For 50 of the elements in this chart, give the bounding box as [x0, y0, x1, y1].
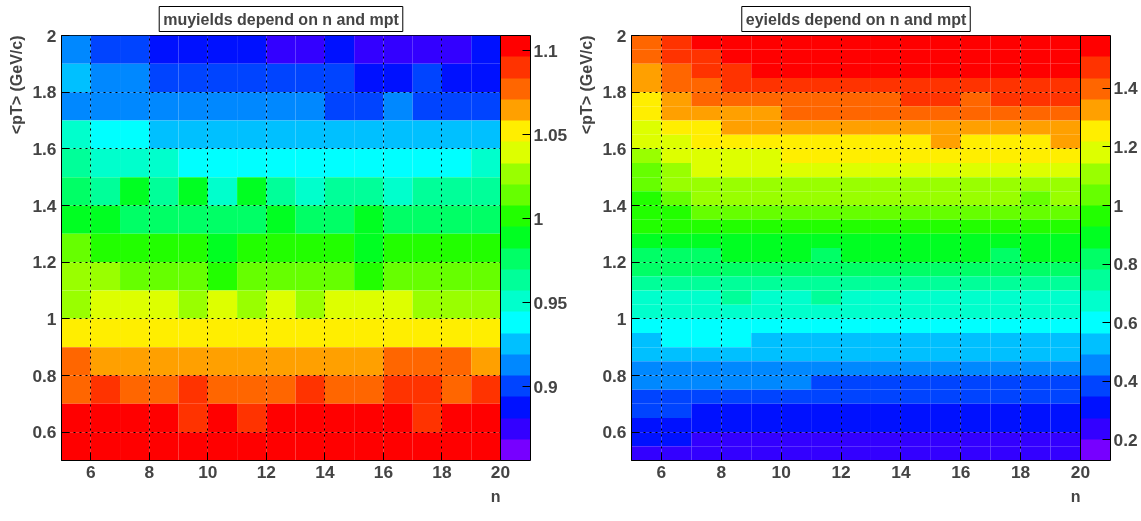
- color-bar-label: 1.1: [533, 40, 558, 61]
- color-bar-label: 0.95: [533, 292, 568, 313]
- x-tick-label: 20: [490, 461, 511, 482]
- chart-title: eyields depend on n and mpt: [745, 10, 967, 28]
- color-bar-label: 0.4: [1113, 371, 1138, 392]
- y-tick-label: 1.4: [32, 195, 57, 216]
- y-tick-label: 1.2: [32, 252, 57, 273]
- x-tick-label: 14: [891, 461, 911, 482]
- x-tick-label: 16: [373, 461, 394, 482]
- y-axis-title: <pT> (GeV/c): [7, 35, 25, 135]
- y-tick-label: 0.8: [32, 365, 57, 386]
- color-bar-label: 0.8: [1113, 254, 1138, 275]
- y-axis-title: <pT> (GeV/c): [577, 35, 595, 135]
- y-tick-label: 1.4: [602, 195, 627, 216]
- color-bar-label: 1: [1113, 195, 1124, 216]
- x-tick-label: 10: [198, 461, 218, 482]
- x-tick-label: 20: [1070, 461, 1091, 482]
- x-axis-title: n: [1070, 487, 1081, 505]
- color-bar-label: 1: [533, 208, 544, 229]
- x-tick-label: 12: [256, 461, 277, 482]
- x-tick-label: 6: [656, 461, 667, 482]
- x-tick-label: 8: [144, 461, 155, 482]
- x-tick-label: 14: [315, 461, 335, 482]
- y-tick-label: 0.6: [32, 422, 57, 443]
- y-tick-label: 1.2: [602, 252, 627, 273]
- color-bar-label: 1.4: [1113, 78, 1138, 99]
- y-tick-label: 1.6: [602, 138, 627, 159]
- x-tick-label: 10: [771, 461, 791, 482]
- y-tick-label: 1.8: [32, 82, 57, 103]
- x-tick-label: 18: [1011, 461, 1031, 482]
- chart-title: muyields depend on n and mpt: [163, 10, 400, 28]
- y-tick-label: 0.6: [602, 422, 627, 443]
- y-tick-label: 0.8: [602, 365, 627, 386]
- y-tick-label: 2: [46, 25, 57, 46]
- x-axis-title: n: [490, 487, 501, 505]
- y-tick-label: 1: [46, 308, 57, 329]
- x-tick-label: 12: [831, 461, 851, 482]
- x-tick-label: 18: [432, 461, 452, 482]
- x-tick-label: 6: [85, 461, 96, 482]
- x-tick-label: 8: [716, 461, 727, 482]
- color-bar-label: 1.05: [533, 124, 568, 145]
- y-tick-label: 2: [616, 25, 627, 46]
- y-tick-label: 1.6: [32, 138, 57, 159]
- color-bar-label: 0.9: [533, 376, 558, 397]
- color-bar-label: 1.2: [1113, 136, 1138, 157]
- y-tick-label: 1.8: [602, 82, 627, 103]
- x-tick-label: 16: [951, 461, 971, 482]
- y-tick-label: 1: [616, 308, 627, 329]
- color-bar-label: 0.2: [1113, 429, 1138, 450]
- color-bar-label: 0.6: [1113, 312, 1138, 333]
